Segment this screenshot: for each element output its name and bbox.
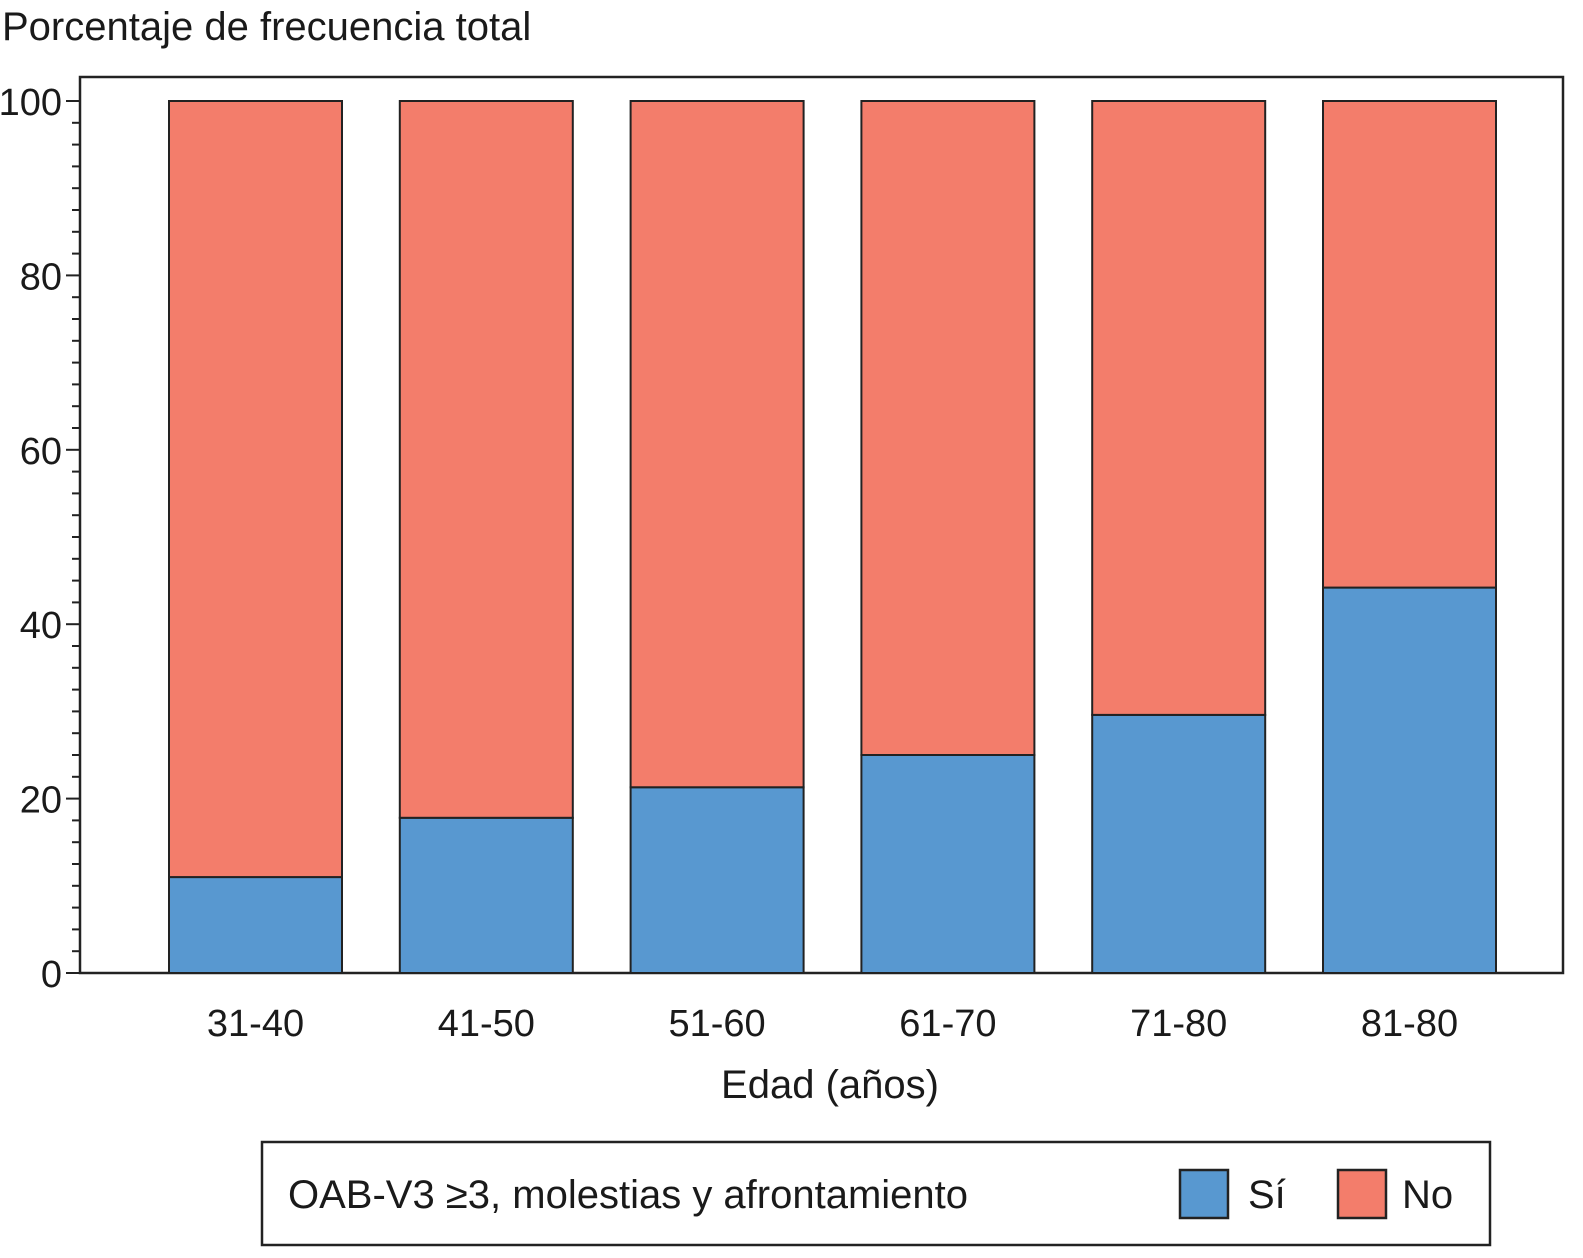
legend: OAB-V3 ≥3, molestias y afrontamiento Sí … <box>260 1140 1492 1247</box>
bar-51-60-si <box>629 786 805 974</box>
x-tick-label: 61-70 <box>899 1003 996 1045</box>
bars <box>168 100 1497 975</box>
y-tick-label: 40 <box>20 605 62 647</box>
x-axis-label: Edad (años) <box>721 1063 939 1107</box>
legend-swatch-no <box>1336 1168 1388 1220</box>
bar-31-40-no <box>168 100 343 879</box>
legend-label-no: No <box>1402 1173 1453 1217</box>
y-axis-label: Porcentaje de frecuencia total <box>2 5 531 49</box>
x-tick-label: 51-60 <box>668 1003 765 1045</box>
x-tick-label: 71-80 <box>1130 1003 1227 1045</box>
y-axis-ticks: 0 20 40 60 80 100 <box>0 82 80 996</box>
x-tick-labels: 31-40 41-50 51-60 61-70 71-80 81-80 <box>207 1003 1458 1045</box>
bar-51-60-no <box>629 100 805 789</box>
bar-31-40-si <box>168 876 343 975</box>
bar-61-70-si <box>860 754 1036 974</box>
bar-81-80-no <box>1322 100 1497 589</box>
bar-71-80-si <box>1091 713 1267 974</box>
x-tick-label: 81-80 <box>1361 1003 1458 1045</box>
bar-41-50-si <box>398 816 574 974</box>
legend-label-si: Sí <box>1248 1173 1286 1217</box>
y-tick-label: 60 <box>20 431 62 473</box>
y-tick-label: 20 <box>20 780 62 822</box>
x-tick-label: 31-40 <box>207 1003 304 1045</box>
legend-box <box>260 1140 1492 1247</box>
bar-71-80-no <box>1091 100 1267 716</box>
y-tick-label: 80 <box>20 256 62 298</box>
y-tick-label: 0 <box>41 954 62 996</box>
bar-41-50-no <box>398 100 574 819</box>
y-tick-label: 100 <box>0 82 62 124</box>
bar-81-80-si <box>1322 586 1497 974</box>
legend-title: OAB-V3 ≥3, molestias y afrontamiento <box>288 1173 968 1217</box>
x-tick-label: 41-50 <box>438 1003 535 1045</box>
bar-61-70-no <box>860 100 1036 756</box>
legend-swatch-si <box>1178 1168 1230 1220</box>
plot-frame <box>78 75 1565 975</box>
